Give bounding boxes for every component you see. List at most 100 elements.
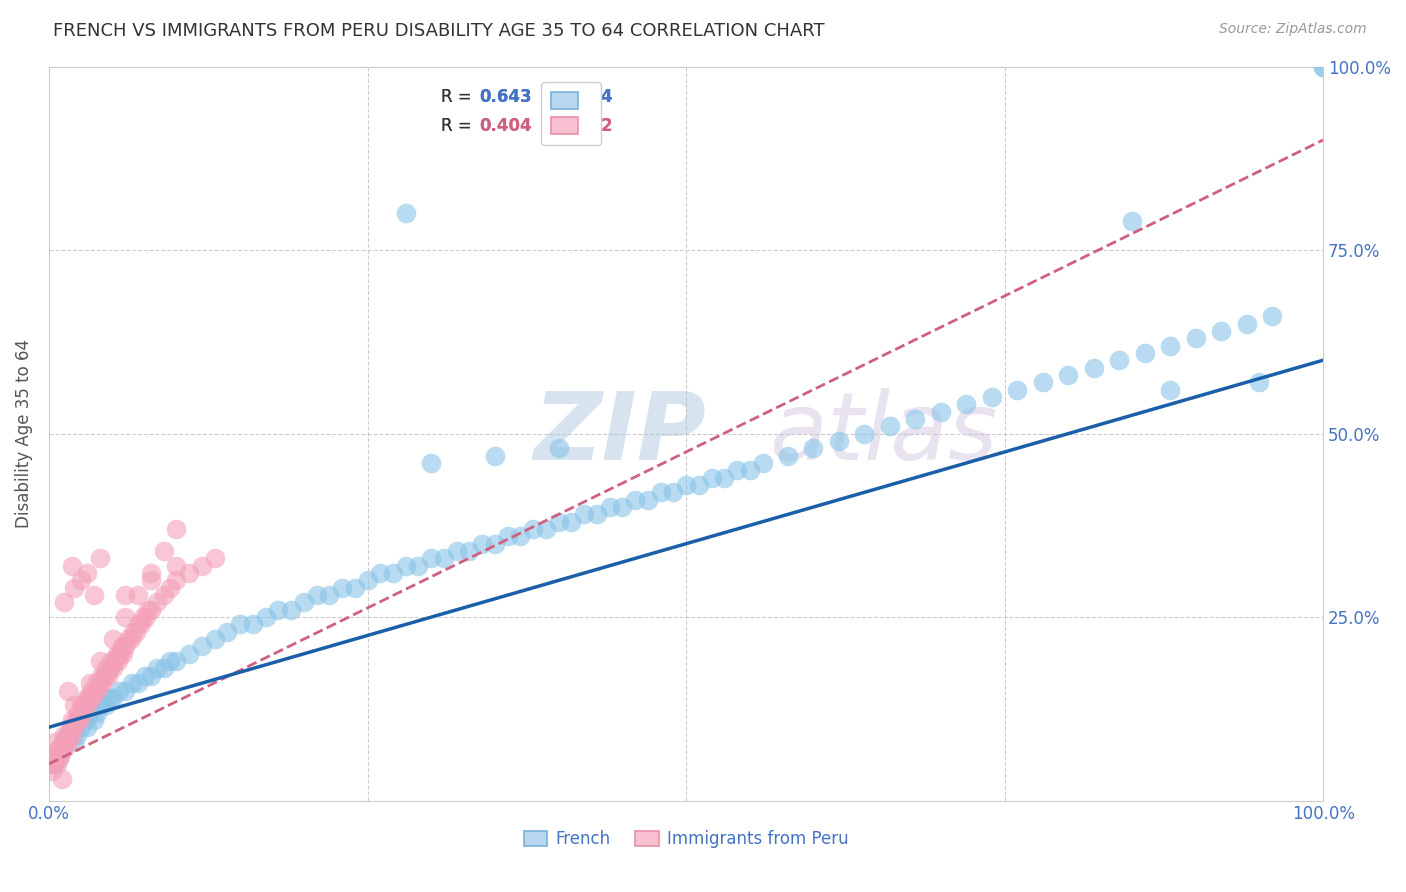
Point xyxy=(72,698,94,713)
Point xyxy=(484,537,506,551)
Point xyxy=(305,588,328,602)
Point xyxy=(146,595,169,609)
Point xyxy=(776,449,799,463)
Point xyxy=(152,544,174,558)
Point xyxy=(62,720,84,734)
Point xyxy=(458,544,481,558)
Text: ZIP: ZIP xyxy=(533,388,706,480)
Point xyxy=(1159,383,1181,397)
Point xyxy=(134,669,156,683)
Point xyxy=(484,449,506,463)
Point xyxy=(89,551,111,566)
Point xyxy=(66,713,89,727)
Point xyxy=(44,749,66,764)
Point xyxy=(446,544,468,558)
Point xyxy=(66,727,89,741)
Point xyxy=(53,727,76,741)
Point xyxy=(111,647,134,661)
Point xyxy=(471,537,494,551)
Text: R =: R = xyxy=(441,117,478,136)
Point xyxy=(139,566,162,580)
Point xyxy=(612,500,634,514)
Point xyxy=(44,735,66,749)
Point xyxy=(60,558,83,573)
Point xyxy=(41,764,63,779)
Point xyxy=(83,683,105,698)
Point xyxy=(48,742,70,756)
Point xyxy=(159,581,181,595)
Text: Source: ZipAtlas.com: Source: ZipAtlas.com xyxy=(1219,22,1367,37)
Point xyxy=(91,690,114,705)
Point xyxy=(191,558,214,573)
Point xyxy=(547,515,569,529)
Point xyxy=(318,588,340,602)
Point xyxy=(1133,346,1156,360)
Text: R =: R = xyxy=(441,87,478,106)
Point xyxy=(904,412,927,426)
Point xyxy=(96,698,118,713)
Point xyxy=(103,654,125,668)
Point xyxy=(117,632,139,647)
Point xyxy=(688,478,710,492)
Point xyxy=(45,756,67,771)
Point xyxy=(49,749,72,764)
Point xyxy=(420,456,443,470)
Point xyxy=(86,683,108,698)
Text: N =: N = xyxy=(530,117,578,136)
Text: 102: 102 xyxy=(578,117,613,136)
Point xyxy=(191,640,214,654)
Point xyxy=(114,588,136,602)
Point xyxy=(713,470,735,484)
Point xyxy=(135,610,157,624)
Point xyxy=(110,647,132,661)
Point xyxy=(55,735,77,749)
Point xyxy=(100,654,122,668)
Point xyxy=(122,624,145,639)
Point xyxy=(53,742,76,756)
Point xyxy=(80,683,103,698)
Point xyxy=(120,632,142,647)
Point xyxy=(76,720,98,734)
Point xyxy=(53,735,76,749)
Point xyxy=(496,529,519,543)
Text: N =: N = xyxy=(530,87,578,106)
Point xyxy=(56,727,79,741)
Point xyxy=(165,522,187,536)
Point xyxy=(52,735,75,749)
Point xyxy=(955,397,977,411)
Point xyxy=(69,713,91,727)
Point xyxy=(63,581,86,595)
Point xyxy=(73,713,96,727)
Point xyxy=(67,706,90,720)
Text: R =: R = xyxy=(441,117,478,136)
Point xyxy=(77,690,100,705)
Point xyxy=(51,742,73,756)
Point xyxy=(112,640,135,654)
Point xyxy=(121,676,143,690)
Point xyxy=(51,772,73,786)
Point xyxy=(572,508,595,522)
Point xyxy=(368,566,391,580)
Point xyxy=(534,522,557,536)
Point xyxy=(79,706,101,720)
Point xyxy=(1108,353,1130,368)
Point xyxy=(76,566,98,580)
Text: 0.404: 0.404 xyxy=(479,117,533,136)
Point xyxy=(83,713,105,727)
Point xyxy=(65,713,87,727)
Point xyxy=(89,654,111,668)
Point xyxy=(63,698,86,713)
Point xyxy=(124,624,146,639)
Point xyxy=(165,654,187,668)
Point xyxy=(94,669,117,683)
Point xyxy=(127,588,149,602)
Point xyxy=(105,647,128,661)
Point xyxy=(560,515,582,529)
Y-axis label: Disability Age 35 to 64: Disability Age 35 to 64 xyxy=(15,339,32,528)
Point xyxy=(63,735,86,749)
Point xyxy=(107,654,129,668)
Point xyxy=(853,426,876,441)
Point xyxy=(1312,60,1334,74)
Point xyxy=(114,683,136,698)
Point xyxy=(803,442,825,456)
